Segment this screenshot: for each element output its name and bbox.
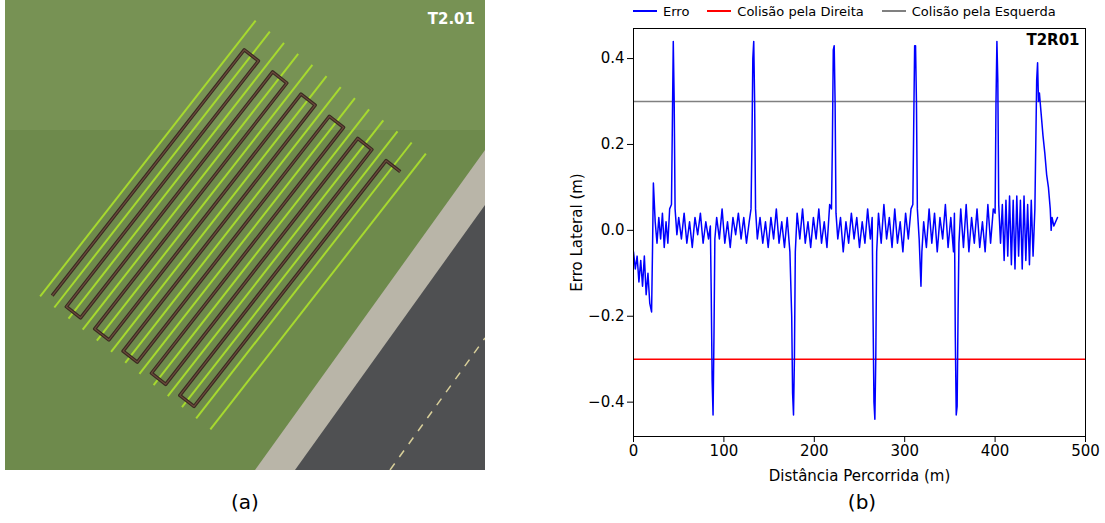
svg-text:Erro Lateral (m): Erro Lateral (m): [568, 173, 586, 291]
html-text:Erro: Erro: [663, 3, 690, 19]
svg-text:300: 300: [890, 442, 919, 460]
svg-text:Distância Percorrida (m): Distância Percorrida (m): [769, 467, 951, 485]
svg-text:100: 100: [710, 442, 739, 460]
svg-text:−0.2: −0.2: [588, 307, 624, 325]
svg-text:200: 200: [800, 442, 829, 460]
html-text:Colisão pela Direita: Colisão pela Direita: [737, 3, 864, 19]
svg-text:T2R01: T2R01: [1026, 31, 1079, 49]
svg-text:0.2: 0.2: [601, 135, 625, 153]
html-text:(b): (b): [847, 490, 877, 514]
svg-text:−0.4: −0.4: [588, 393, 624, 411]
svg-text:T2.01: T2.01: [428, 10, 475, 28]
svg-text:0: 0: [629, 442, 639, 460]
svg-text:500: 500: [1071, 442, 1100, 460]
html-text:Colisão pela Esquerda: Colisão pela Esquerda: [911, 3, 1056, 19]
svg-text:0.4: 0.4: [601, 49, 625, 67]
html-text:(a): (a): [231, 490, 259, 514]
svg-text:400: 400: [981, 442, 1010, 460]
svg-text:0.0: 0.0: [601, 221, 625, 239]
